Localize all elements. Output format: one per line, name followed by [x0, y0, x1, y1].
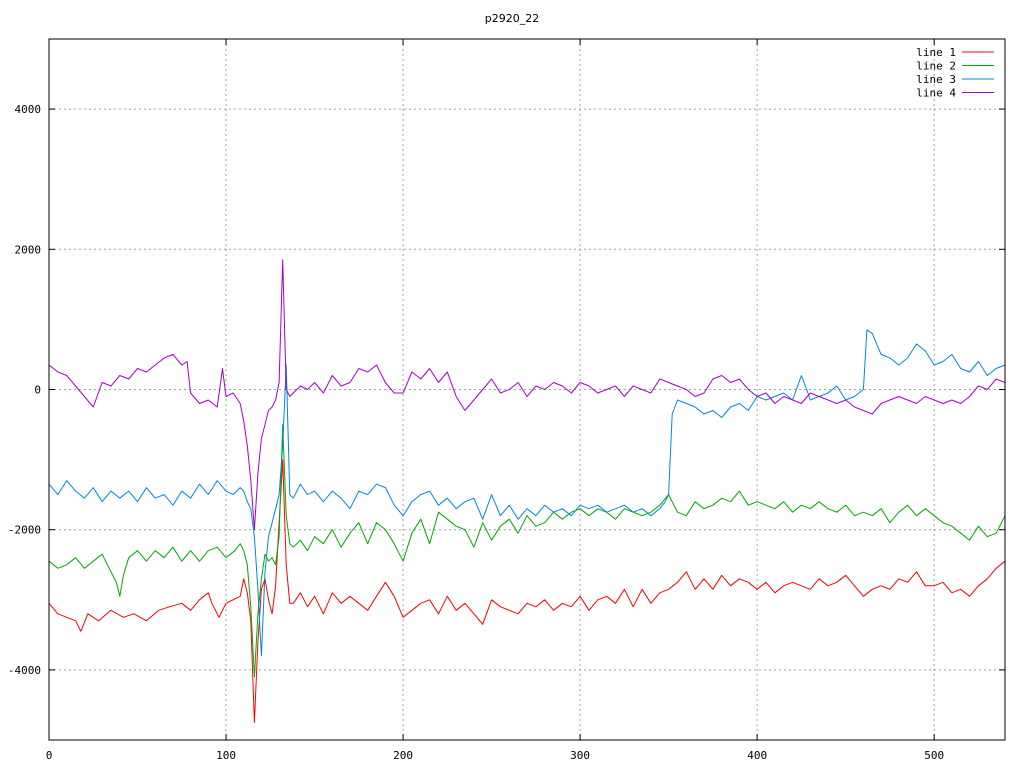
y-tick-label: 4000	[15, 103, 42, 116]
y-tick-label: 0	[34, 384, 41, 397]
x-tick-label: 0	[46, 749, 53, 762]
tick-marks	[48, 39, 1005, 740]
grid	[49, 39, 1005, 740]
legend-label: line 3	[916, 73, 956, 86]
tick-labels: 0 100 200 300 400 500 -4000 -2000 0 2000 4000	[8, 103, 944, 762]
x-tick-label: 200	[393, 749, 413, 762]
x-tick-label: 400	[747, 749, 767, 762]
series-line-line-3	[48, 329, 1006, 657]
y-tick-label: -4000	[8, 664, 41, 677]
x-tick-label: 300	[570, 749, 590, 762]
series-line-line-4	[48, 259, 1006, 531]
y-tick-label: 2000	[15, 243, 42, 256]
series-line-line-2	[48, 424, 1006, 678]
x-tick-label: 500	[924, 749, 944, 762]
y-tick-label: -2000	[8, 524, 41, 537]
chart-title: p2920_22	[485, 12, 539, 25]
x-tick-label: 100	[216, 749, 236, 762]
series-layer	[48, 259, 1006, 723]
legend-label: line 1	[916, 46, 956, 59]
series-line-line-1	[48, 459, 1006, 723]
legend-label: line 4	[916, 87, 956, 100]
legend-label: line 2	[916, 60, 956, 73]
